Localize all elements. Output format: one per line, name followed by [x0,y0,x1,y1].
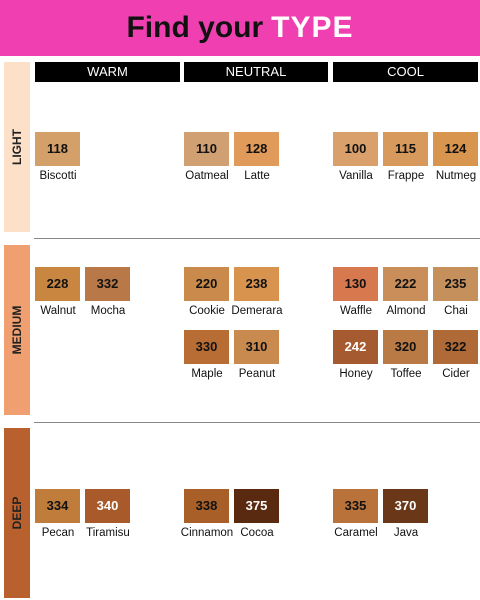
shade-name: Cinnamon [180,527,234,539]
shade-swatch: 310 [234,330,279,364]
shade-name: Oatmeal [185,170,229,182]
row-label: MEDIUM [10,305,24,355]
shade-name: Toffee [390,368,422,380]
shade-swatch: 340 [85,489,130,523]
title-highlight: TYPE [271,11,354,44]
shade-swatch: 220 [184,267,229,301]
shade-swatch: 118 [35,132,80,166]
shade-swatch: 235 [433,267,478,301]
row-label-bar: LIGHT [4,62,30,232]
column-header: WARM [35,62,180,82]
shade-name: Cookie [189,305,225,317]
title: Find your [126,11,264,44]
shade-swatch: 330 [184,330,229,364]
shade-swatch: 322 [433,330,478,364]
shade-swatch: 338 [184,489,229,523]
shade-name: Java [393,527,419,539]
shade-name: Honey [339,368,373,380]
shade-name: Walnut [40,305,76,317]
shade-name: Latte [244,170,270,182]
header: Find your TYPE [0,0,480,56]
shade-name: Mocha [90,305,126,317]
row-label: LIGHT [10,129,24,165]
shade-swatch: 242 [333,330,378,364]
shade-name: Pecan [41,527,75,539]
shade-name: Cider [442,368,470,380]
shade-swatch: 228 [35,267,80,301]
row-label: DEEP [10,496,24,530]
shade-swatch: 115 [383,132,428,166]
shade-swatch: 320 [383,330,428,364]
column-header: NEUTRAL [184,62,328,82]
shade-name: Chai [444,305,468,317]
separator [34,422,480,423]
shade-swatch: 110 [184,132,229,166]
row-label-bar: MEDIUM [4,245,30,415]
shade-name: Cocoa [240,527,274,539]
shade-swatch: 370 [383,489,428,523]
shade-swatch: 334 [35,489,80,523]
shade-name: Frappe [387,170,425,182]
shade-swatch: 222 [383,267,428,301]
shade-name: Waffle [340,305,372,317]
shade-name: Tiramisu [86,527,130,539]
shade-name: Maple [191,368,223,380]
shade-swatch: 375 [234,489,279,523]
shade-name: Nutmeg [435,170,477,182]
shade-name: Caramel [334,527,378,539]
row-label-bar: DEEP [4,428,30,598]
shade-swatch: 128 [234,132,279,166]
shade-swatch: 100 [333,132,378,166]
shade-name: Peanut [238,368,276,380]
separator [34,238,480,239]
shade-swatch: 124 [433,132,478,166]
shade-swatch: 238 [234,267,279,301]
shade-name: Vanilla [339,170,373,182]
column-header: COOL [333,62,478,82]
shade-swatch: 130 [333,267,378,301]
shade-name: Demerara [231,305,283,317]
shade-name: Almond [386,305,426,317]
shade-name: Biscotti [39,170,77,182]
shade-swatch: 335 [333,489,378,523]
shade-swatch: 332 [85,267,130,301]
